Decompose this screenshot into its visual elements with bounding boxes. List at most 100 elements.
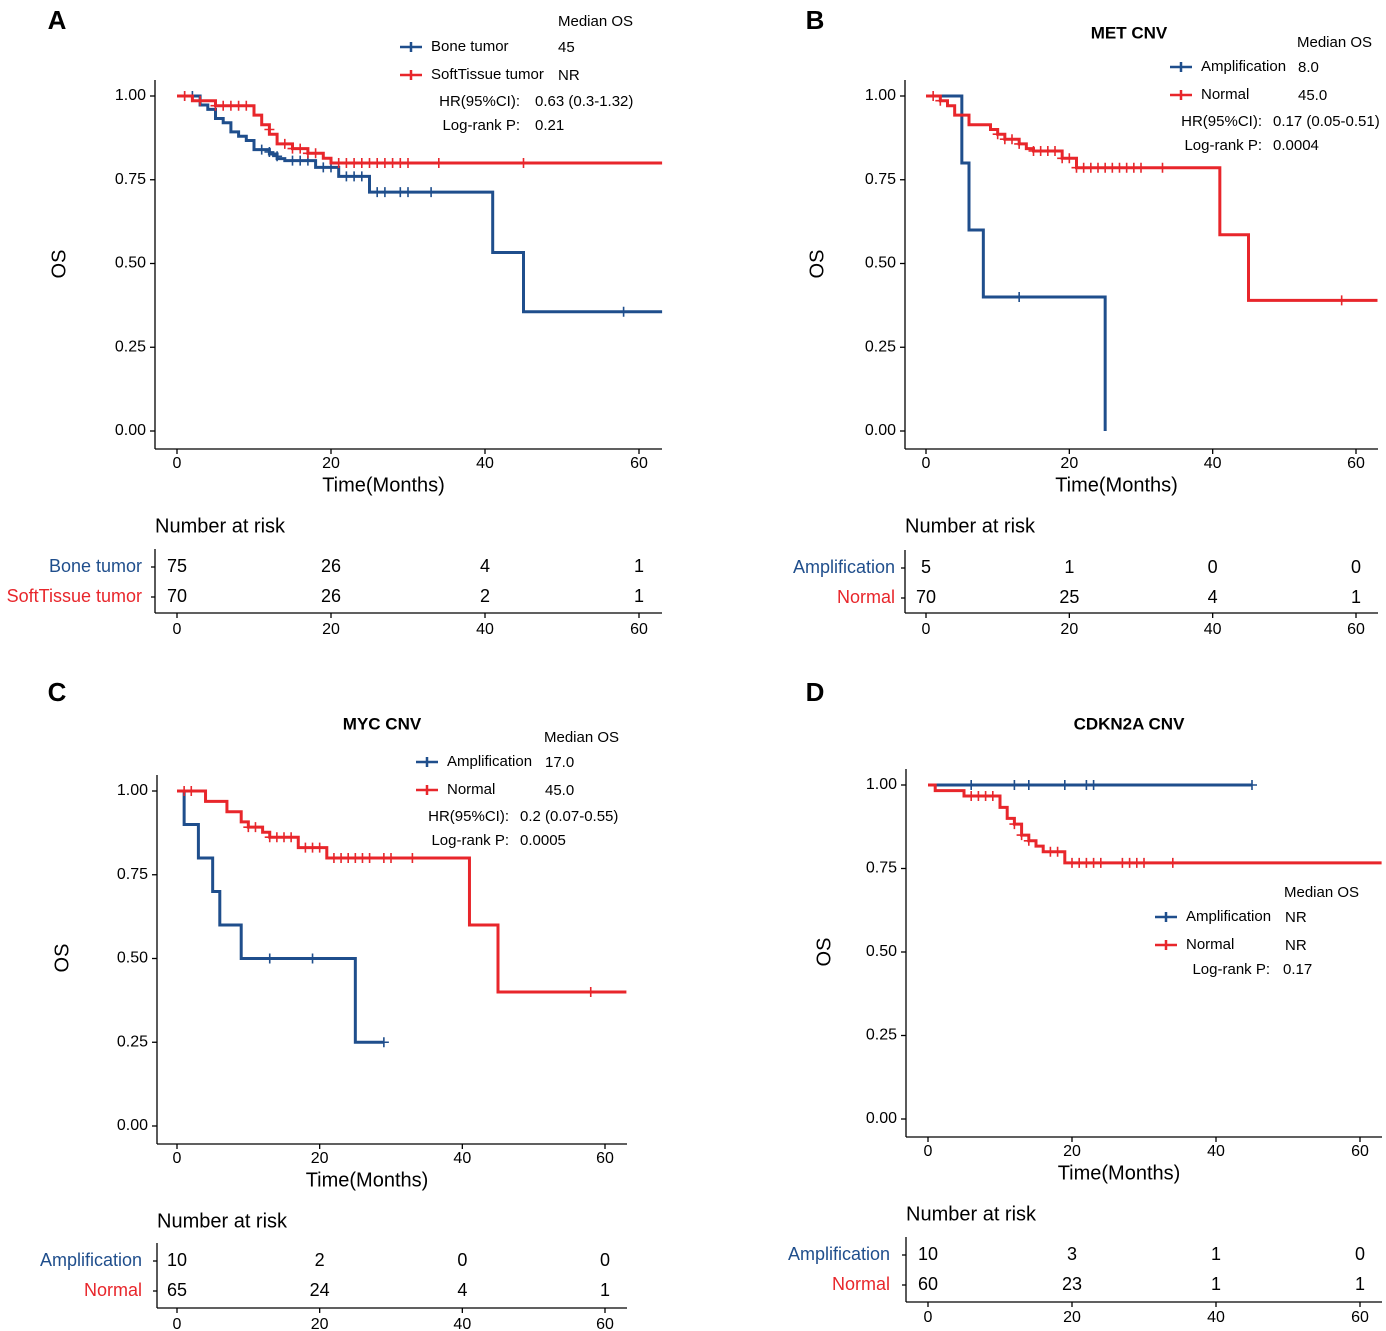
risk-x-tick-label: 60 bbox=[596, 1316, 614, 1331]
x-tick-label: 40 bbox=[1204, 455, 1222, 472]
censor-mark bbox=[256, 144, 267, 155]
risk-table-title: Number at risk bbox=[905, 515, 1036, 537]
hr-label: HR(95%CI): bbox=[1181, 113, 1262, 130]
risk-x-tick-label: 0 bbox=[173, 1316, 182, 1331]
risk-table-title: Number at risk bbox=[157, 1210, 288, 1232]
risk-x-tick-label: 40 bbox=[476, 621, 494, 638]
x-tick-label: 60 bbox=[630, 455, 648, 472]
y-tick-label: 0.75 bbox=[117, 866, 148, 883]
censor-mark bbox=[241, 100, 252, 111]
risk-count: 60 bbox=[918, 1274, 938, 1294]
censor-mark bbox=[1336, 295, 1347, 306]
legend-median-value: 8.0 bbox=[1298, 59, 1319, 76]
y-axis-label: OS bbox=[813, 938, 835, 967]
legend-median-header: Median OS bbox=[558, 13, 633, 30]
legend-label: Amplification bbox=[1186, 908, 1271, 925]
risk-row-label: Bone tumor bbox=[49, 556, 142, 576]
censor-mark bbox=[386, 853, 396, 863]
censor-mark bbox=[1007, 134, 1017, 145]
legend-median-value: 45.0 bbox=[1298, 87, 1327, 104]
legend-label: Amplification bbox=[1201, 58, 1286, 75]
x-tick-label: 0 bbox=[173, 1150, 182, 1167]
censor-mark bbox=[1136, 162, 1146, 173]
risk-table-title: Number at risk bbox=[155, 515, 286, 537]
censor-mark bbox=[250, 822, 261, 833]
risk-count: 70 bbox=[916, 587, 936, 607]
censor-mark bbox=[314, 842, 325, 853]
legend-label: SoftTissue tumor bbox=[431, 66, 544, 83]
censor-mark bbox=[928, 91, 939, 101]
legend-key bbox=[416, 757, 438, 767]
censor-mark bbox=[1157, 162, 1168, 173]
risk-count: 65 bbox=[167, 1280, 187, 1300]
censor-mark bbox=[403, 187, 413, 198]
censor-mark bbox=[378, 1037, 389, 1048]
censor-mark bbox=[426, 187, 437, 198]
censor-mark bbox=[1139, 857, 1149, 868]
censor-mark bbox=[1052, 846, 1063, 857]
legend-label: Normal bbox=[1186, 936, 1234, 953]
panel-label: A bbox=[48, 5, 67, 35]
legend-median-header: Median OS bbox=[1284, 884, 1359, 901]
risk-count: 1 bbox=[1355, 1274, 1365, 1294]
risk-x-tick-label: 40 bbox=[1204, 621, 1222, 638]
legend-label: Amplification bbox=[447, 753, 532, 770]
x-axis-label: Time(Months) bbox=[306, 1169, 429, 1191]
risk-row-label: Normal bbox=[832, 1274, 890, 1294]
censor-mark bbox=[403, 158, 413, 168]
censor-mark bbox=[407, 853, 418, 863]
x-tick-label: 0 bbox=[924, 1143, 933, 1160]
risk-x-tick-label: 20 bbox=[322, 621, 340, 638]
km-curve-amplification bbox=[177, 789, 384, 1044]
risk-count: 75 bbox=[167, 556, 187, 576]
legend-median-header: Median OS bbox=[1297, 34, 1372, 51]
km-curve-amplification bbox=[926, 94, 1107, 431]
km-curve-bone-tumor bbox=[177, 94, 663, 314]
y-axis-label: OS bbox=[806, 250, 828, 279]
y-tick-label: 0.25 bbox=[866, 1027, 897, 1044]
risk-count: 1 bbox=[634, 556, 644, 576]
censor-mark bbox=[1088, 780, 1099, 790]
risk-count: 3 bbox=[1067, 1244, 1077, 1264]
risk-count: 26 bbox=[321, 586, 341, 606]
logrank-value: 0.0005 bbox=[520, 832, 566, 849]
censor-mark bbox=[585, 987, 596, 997]
legend-median-value: NR bbox=[1285, 937, 1307, 954]
censor-mark bbox=[1023, 780, 1034, 790]
y-tick-label: 0.75 bbox=[866, 860, 897, 877]
censor-mark bbox=[1095, 857, 1106, 868]
risk-count: 70 bbox=[167, 586, 187, 606]
x-tick-label: 60 bbox=[596, 1150, 614, 1167]
km-curve-normal bbox=[177, 789, 627, 994]
risk-row-label: Amplification bbox=[793, 557, 895, 577]
risk-count: 1 bbox=[1211, 1274, 1221, 1294]
risk-count: 4 bbox=[480, 556, 490, 576]
legend-median-value: 45 bbox=[558, 39, 575, 56]
y-tick-label: 1.00 bbox=[866, 776, 897, 793]
censor-mark bbox=[1009, 819, 1020, 830]
y-tick-label: 0.50 bbox=[117, 950, 148, 967]
legend-median-value: 45.0 bbox=[545, 782, 574, 799]
risk-count: 0 bbox=[1208, 557, 1218, 577]
risk-count: 0 bbox=[600, 1250, 610, 1270]
risk-count: 1 bbox=[634, 586, 644, 606]
x-axis-label: Time(Months) bbox=[322, 474, 445, 496]
risk-x-tick-label: 0 bbox=[924, 1309, 933, 1326]
risk-x-tick-label: 40 bbox=[453, 1316, 471, 1331]
censor-mark bbox=[1016, 830, 1027, 841]
legend-key bbox=[1155, 940, 1177, 950]
x-tick-label: 20 bbox=[311, 1150, 329, 1167]
risk-count: 1 bbox=[600, 1280, 610, 1300]
risk-count: 10 bbox=[918, 1244, 938, 1264]
legend-median-value: 17.0 bbox=[545, 754, 574, 771]
chart-title: CDKN2A CNV bbox=[1074, 714, 1185, 733]
legend-key bbox=[1170, 62, 1192, 72]
risk-x-tick-label: 20 bbox=[311, 1316, 329, 1331]
censor-mark bbox=[1023, 835, 1034, 846]
censor-mark bbox=[992, 129, 1003, 140]
risk-count: 5 bbox=[921, 557, 931, 577]
risk-table-title: Number at risk bbox=[906, 1203, 1037, 1225]
censor-mark bbox=[186, 786, 197, 796]
risk-count: 24 bbox=[310, 1280, 330, 1300]
legend-label: Normal bbox=[1201, 86, 1249, 103]
